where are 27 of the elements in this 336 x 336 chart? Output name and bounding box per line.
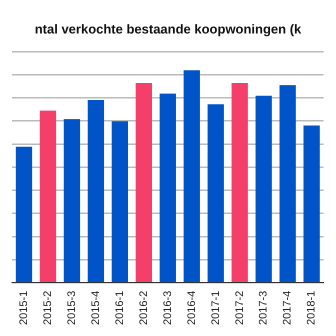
bar bbox=[88, 100, 104, 282]
bar bbox=[208, 104, 224, 282]
bar bbox=[256, 96, 272, 282]
x-tick-label: 2017-3 bbox=[258, 290, 270, 326]
bar bbox=[136, 83, 152, 282]
x-tick-label: 2016-4 bbox=[186, 290, 198, 326]
bar bbox=[184, 70, 200, 282]
x-tick-label: 2017-4 bbox=[282, 290, 294, 326]
chart-title: ntal verkochte bestaande koopwoningen (k bbox=[34, 21, 302, 36]
x-tick-label: 2018-1 bbox=[306, 290, 318, 326]
bar bbox=[16, 146, 32, 282]
x-tick-label: 2016-1 bbox=[114, 290, 126, 326]
x-tick-label: 2017-1 bbox=[210, 290, 222, 326]
bar bbox=[64, 119, 80, 282]
bar bbox=[303, 126, 320, 282]
bar bbox=[112, 121, 128, 282]
x-tick-label: 2015-4 bbox=[90, 290, 102, 326]
x-tick-label: 2016-2 bbox=[138, 290, 150, 326]
x-tick-label: 2016-3 bbox=[162, 290, 174, 326]
bar bbox=[160, 94, 176, 282]
bar bbox=[232, 83, 248, 282]
x-tick-label: 2015-1 bbox=[18, 290, 30, 326]
bar bbox=[40, 110, 56, 282]
x-tick-label: 2017-2 bbox=[234, 290, 246, 326]
bar bbox=[280, 85, 296, 282]
x-tick-label: 2015-2 bbox=[42, 290, 54, 326]
x-tick-label: 2015-3 bbox=[66, 290, 78, 326]
